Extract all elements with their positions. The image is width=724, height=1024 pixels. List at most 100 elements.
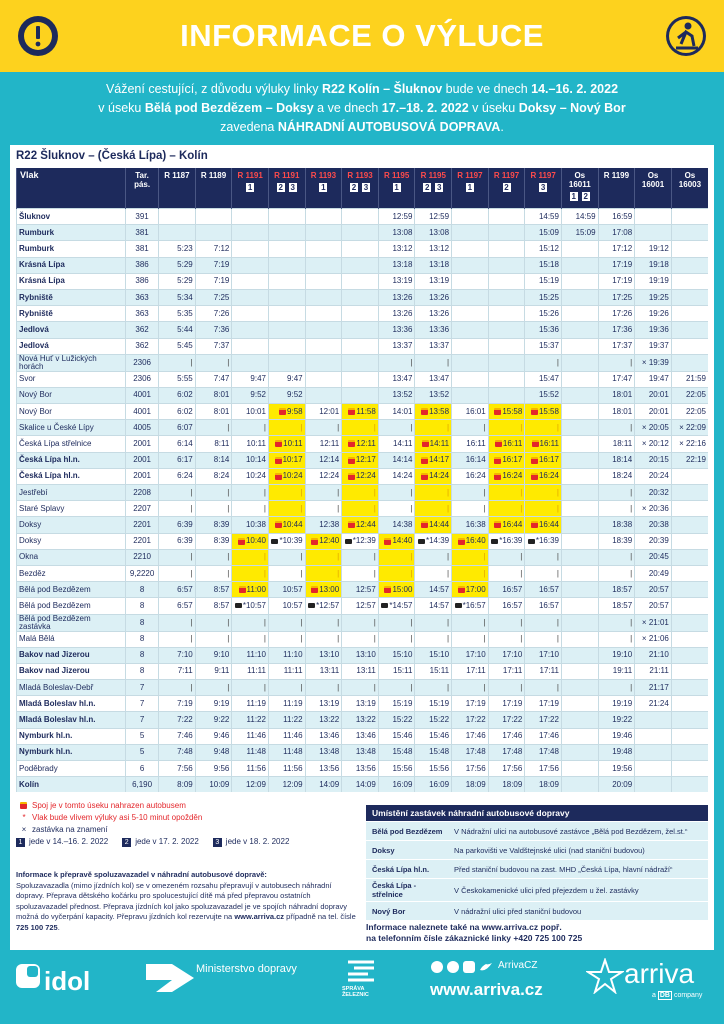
time: | [483, 503, 486, 513]
time: 16:57 [502, 600, 523, 610]
day-symbol: 1 [16, 837, 25, 847]
time: 13:22 [355, 715, 376, 725]
station-row: Mladá Boleslav-Debř 7 | | | | | | | | | | | | 21:17 [15, 679, 708, 696]
time-cell: 13:22 [304, 711, 342, 729]
time: 11:56 [283, 763, 303, 773]
time-cell: 17:10 [487, 646, 525, 664]
time-cell: 17:11 [487, 662, 525, 680]
time-cell: × 19:39 [634, 353, 672, 372]
time: | [337, 503, 340, 513]
time-cell: 5:34 [158, 288, 196, 306]
time: 7:36 [213, 324, 230, 334]
time-cell: 16:24 [524, 467, 562, 485]
time-cell: 6:07 [158, 419, 196, 436]
time: 5:55 [177, 374, 193, 384]
time-cell [231, 305, 269, 322]
time-cell: 17:56 [451, 759, 489, 777]
time: 19:56 [612, 763, 633, 773]
time-cell: 10:57 [267, 597, 306, 614]
time: | [263, 552, 266, 562]
time-cell: × 22:16 [670, 435, 708, 453]
time-cell [670, 467, 708, 485]
station-name: Skalice u České Lípy [15, 419, 126, 436]
time: 5:29 [177, 260, 193, 270]
time-cell: 12:38 [304, 516, 342, 534]
time-cell: 12:57 [341, 581, 379, 598]
time: 11:46 [246, 731, 266, 741]
bus-icon [384, 586, 392, 594]
time: | [410, 568, 413, 578]
time-cell: | [231, 548, 269, 566]
time-cell: | [524, 564, 562, 582]
time: | [520, 617, 523, 627]
station-row: Rumburk 381 5:23 7:12 13:12 13:12 15:12 17:12 19… [15, 240, 708, 258]
time-cell [670, 630, 708, 648]
station-row: Nový Bor 4001 6:02 8:01 9:52 9:52 13:52 13:52 15… [15, 386, 708, 404]
time-cell: 16:40 [451, 532, 489, 550]
warning-icon [18, 16, 58, 56]
time-cell: 10:24 [267, 467, 306, 485]
time: 15:19 [538, 276, 559, 286]
time: | [556, 617, 559, 627]
time-cell: 19:11 [597, 662, 635, 680]
time: | [483, 568, 486, 578]
time-cell: 15:37 [524, 337, 562, 355]
time: 16:11 [539, 439, 559, 449]
time: | [227, 487, 230, 497]
bus-icon [237, 537, 245, 545]
time-cell: 15:11 [377, 662, 415, 680]
time-cell: 10:24 [231, 467, 269, 485]
day-box: 3 [361, 182, 372, 193]
tariff-zone: 5 [125, 727, 159, 745]
time-cell [304, 240, 342, 258]
time: 7:48 [177, 747, 193, 757]
time: 17:56 [538, 763, 559, 773]
time-cell: 16:17 [487, 451, 525, 469]
time: 17:47 [612, 374, 633, 384]
time-cell: 18:09 [451, 776, 489, 793]
time: 13:19 [355, 698, 376, 708]
time-cell: 11:56 [231, 759, 269, 777]
time-cell [487, 321, 525, 338]
station-row: Mladá Boleslav hl.n. 7 7:22 9:22 11:22 11:22 1… [15, 711, 708, 729]
time: 7:47 [213, 374, 230, 384]
time-cell: 19:48 [597, 743, 635, 761]
time: 15:09 [575, 227, 596, 237]
train-number: Os 16011 [568, 171, 591, 189]
time: 9:19 [213, 698, 230, 708]
time-cell: | [158, 353, 196, 372]
time: 13:52 [392, 390, 413, 400]
time-cell: *14:57 [377, 597, 415, 614]
intro-segment: bude ve dnech [442, 82, 532, 96]
time: 13:48 [319, 747, 340, 757]
time-cell: 10:11 [267, 435, 306, 453]
time-cell: 19:46 [597, 727, 635, 745]
bus-icon [494, 521, 502, 529]
time: | [373, 487, 376, 497]
tariff-zone: 362 [125, 321, 159, 338]
time: | [300, 487, 303, 497]
time: | [373, 552, 376, 562]
time: 20:15 [648, 455, 669, 465]
time-cell: 11:46 [231, 727, 269, 745]
legend-days: 1 jede v 14.–16. 2. 2022 2 jede v 17. 2. 20… [16, 836, 356, 848]
time-cell [487, 240, 525, 258]
time-cell [560, 370, 599, 388]
station-row: Skalice u České Lípy 4005 6:07 | | | | | | | | | | | ×… [15, 419, 708, 436]
time-cell [451, 224, 489, 241]
time-cell: | [231, 679, 269, 696]
time-cell [267, 337, 306, 355]
station-name: Šluknov [15, 207, 126, 225]
time: 13:22 [319, 715, 340, 725]
time: 8:39 [213, 519, 230, 529]
time-cell [487, 256, 525, 274]
contact: Informace naleznete také na www.arriva.c… [366, 922, 708, 944]
sz-logo [348, 960, 374, 982]
time-cell [267, 224, 306, 241]
time-cell: | [158, 483, 196, 501]
train-header: R 1195 2 3 [414, 168, 452, 209]
time-cell: 21:11 [634, 662, 672, 680]
time-cell: | [304, 679, 342, 696]
tariff-zone: 381 [125, 224, 159, 241]
time-cell [560, 548, 599, 566]
